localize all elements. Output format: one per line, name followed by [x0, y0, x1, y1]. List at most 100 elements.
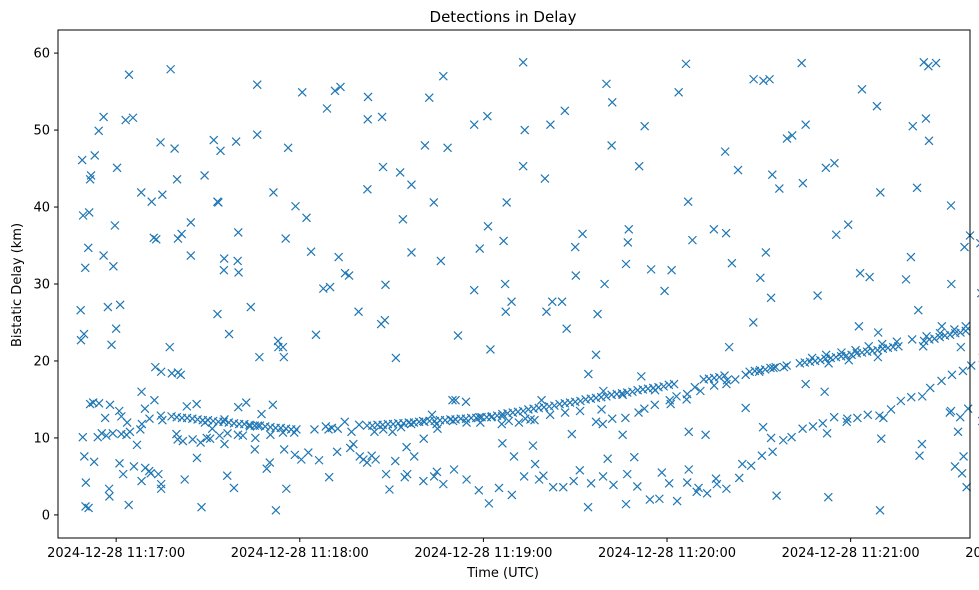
data-point — [808, 421, 818, 431]
data-point — [112, 163, 122, 173]
data-point — [324, 472, 334, 482]
data-point — [170, 144, 180, 153]
data-point — [151, 234, 161, 244]
data-point — [115, 300, 125, 310]
data-point — [935, 328, 945, 338]
data-point — [557, 297, 567, 307]
data-point — [250, 433, 260, 443]
data-point — [273, 336, 283, 346]
data-point — [674, 87, 684, 97]
data-point — [654, 494, 664, 504]
data-point — [937, 376, 946, 386]
chart-title: Detections in Delay — [430, 8, 577, 26]
data-point — [499, 236, 509, 246]
data-point — [296, 455, 306, 464]
data-point — [721, 484, 731, 494]
data-point — [378, 425, 388, 434]
data-point — [290, 450, 300, 460]
data-point — [569, 476, 579, 486]
data-point — [172, 429, 181, 439]
data-point — [432, 467, 442, 477]
data-point — [779, 362, 789, 372]
data-point — [363, 92, 373, 102]
data-point — [917, 439, 927, 449]
data-point — [908, 121, 918, 131]
data-point — [197, 502, 206, 512]
data-point — [85, 174, 95, 184]
y-tick-label: 40 — [33, 201, 50, 216]
data-point — [514, 418, 524, 427]
data-point — [231, 137, 241, 147]
data-point — [76, 305, 86, 315]
data-point — [757, 451, 767, 461]
data-point — [749, 74, 759, 84]
data-point — [122, 418, 132, 427]
data-point — [419, 434, 429, 444]
data-point — [737, 459, 747, 469]
data-point — [111, 324, 121, 334]
data-point — [760, 365, 770, 374]
data-point — [906, 392, 916, 402]
data-point — [650, 385, 660, 395]
data-point — [722, 375, 732, 385]
data-point — [156, 367, 166, 377]
data-point — [956, 342, 966, 352]
data-point — [545, 410, 555, 420]
data-point — [104, 492, 114, 501]
data-point — [548, 482, 558, 492]
data-point — [901, 274, 911, 284]
data-point — [115, 458, 124, 468]
data-point — [782, 134, 792, 143]
data-point — [398, 214, 408, 224]
y-axis: 0 10 20 30 40 50 60 — [33, 47, 58, 523]
data-point — [874, 411, 884, 421]
data-point — [724, 342, 734, 352]
data-point — [567, 429, 577, 439]
data-point — [646, 264, 656, 274]
data-point — [787, 432, 797, 442]
data-point — [78, 432, 88, 442]
data-point — [427, 410, 437, 420]
data-point — [241, 398, 251, 407]
data-point — [807, 353, 817, 363]
data-point — [925, 383, 935, 393]
data-point — [975, 238, 979, 248]
data-point — [156, 411, 166, 421]
data-point — [116, 429, 126, 439]
data-point — [778, 435, 788, 445]
data-point — [144, 466, 154, 476]
data-point — [362, 458, 372, 467]
data-point — [603, 454, 613, 464]
data-point — [659, 381, 669, 391]
data-point — [852, 413, 862, 423]
data-point — [291, 201, 300, 211]
data-point — [520, 125, 530, 135]
data-point — [766, 433, 776, 443]
data-point — [667, 265, 677, 275]
data-point — [636, 371, 646, 381]
data-point — [823, 492, 833, 502]
data-point — [219, 265, 229, 275]
data-point — [177, 229, 187, 239]
data-point — [623, 238, 633, 247]
data-point — [157, 190, 167, 200]
x-axis-label: Time (UTC) — [466, 566, 539, 581]
data-point — [714, 372, 724, 382]
data-point — [188, 435, 198, 444]
data-point — [754, 367, 764, 377]
data-point — [278, 428, 288, 437]
data-point — [682, 478, 692, 488]
data-point — [875, 505, 885, 515]
data-point — [128, 113, 138, 123]
data-point — [85, 399, 95, 409]
data-point — [178, 436, 188, 446]
data-point — [530, 459, 540, 469]
scatter-marks — [76, 57, 979, 515]
data-point — [669, 379, 679, 389]
data-point — [475, 418, 485, 427]
data-point — [684, 465, 694, 474]
data-point — [875, 187, 885, 197]
data-point — [591, 350, 601, 360]
data-point — [363, 114, 373, 124]
data-point — [318, 284, 328, 294]
